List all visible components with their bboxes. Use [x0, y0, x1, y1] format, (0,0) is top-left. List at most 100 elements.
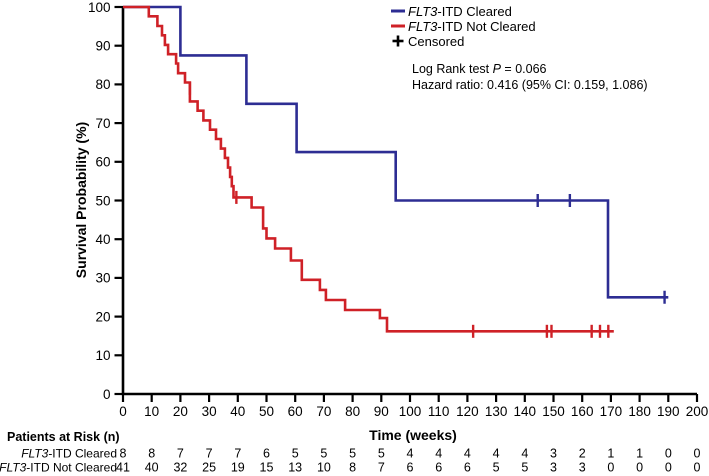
risk-row-label-1-italic: FLT3	[0, 461, 27, 475]
risk-count: 7	[234, 447, 241, 461]
x-tick-label: 100	[399, 404, 422, 419]
x-tick-label: 130	[485, 404, 508, 419]
risk-count: 2	[579, 447, 586, 461]
risk-count: 4	[407, 447, 414, 461]
y-tick-label: 70	[95, 116, 110, 131]
series-curve-0	[123, 5, 669, 299]
x-tick-label: 60	[288, 404, 303, 419]
x-tick-label: 140	[514, 404, 537, 419]
y-tick-label: 30	[95, 271, 110, 286]
legend-label-0-italic: FLT3	[408, 4, 438, 19]
risk-count: 4	[464, 447, 471, 461]
risk-count: 41	[116, 461, 130, 475]
y-tick-label: 20	[95, 309, 110, 324]
risk-count: 5	[292, 447, 299, 461]
risk-count: 3	[579, 461, 586, 475]
stats-annotation-0-italic: P	[493, 62, 502, 76]
x-tick-label: 200	[686, 404, 709, 419]
risk-row-label-1-rest: -ITD Not Cleared	[26, 461, 117, 475]
series-curve-1	[123, 5, 614, 333]
x-tick-label: 50	[259, 404, 274, 419]
x-tick-label: 160	[571, 404, 594, 419]
risk-count: 10	[317, 461, 331, 475]
x-tick-label: 120	[456, 404, 479, 419]
risk-count: 13	[288, 461, 302, 475]
y-tick-label: 80	[95, 77, 110, 92]
y-tick-label: 50	[95, 193, 110, 208]
risk-row-label-0-rest: -ITD Cleared	[48, 447, 117, 461]
risk-count: 5	[521, 461, 528, 475]
risk-row-label-0-italic: FLT3	[21, 447, 48, 461]
y-tick-label: 100	[88, 0, 111, 15]
x-tick-label: 80	[345, 404, 360, 419]
risk-row-label-1: FLT3-ITD Not Cleared	[0, 461, 117, 475]
risk-count: 0	[636, 461, 643, 475]
x-tick-label: 190	[657, 404, 680, 419]
risk-count: 25	[202, 461, 216, 475]
stats-annotation-0-post: = 0.066	[501, 62, 547, 76]
risk-count: 0	[665, 461, 672, 475]
risk-count: 8	[148, 447, 155, 461]
legend-label-censored: Censored	[408, 34, 464, 49]
risk-count: 8	[120, 447, 127, 461]
x-tick-label: 40	[230, 404, 245, 419]
risk-count: 7	[177, 447, 184, 461]
risk-count: 32	[173, 461, 187, 475]
legend-label-0: FLT3-ITD Cleared	[408, 4, 512, 19]
x-axis-title: Time (weeks)	[369, 427, 457, 443]
risk-count: 5	[493, 461, 500, 475]
legend-label-0-rest: -ITD Cleared	[437, 4, 511, 19]
risk-count: 6	[407, 461, 414, 475]
risk-count: 0	[694, 447, 701, 461]
legend-label-1: FLT3-ITD Not Cleared	[408, 19, 536, 34]
legend-label-1-rest: -ITD Not Cleared	[437, 19, 535, 34]
x-tick-label: 20	[173, 404, 188, 419]
y-tick-label: 40	[95, 232, 110, 247]
y-tick-label: 90	[95, 39, 110, 54]
risk-count: 0	[694, 461, 701, 475]
risk-count: 3	[550, 461, 557, 475]
risk-count: 5	[320, 447, 327, 461]
stats-annotation-0: Log Rank test P = 0.066	[412, 62, 547, 76]
risk-count: 7	[206, 447, 213, 461]
x-tick-label: 70	[316, 404, 331, 419]
x-tick-label: 90	[374, 404, 389, 419]
risk-count: 1	[607, 447, 614, 461]
x-tick-label: 180	[628, 404, 651, 419]
risk-count: 3	[550, 447, 557, 461]
risk-count: 5	[349, 447, 356, 461]
y-tick-label: 10	[95, 348, 110, 363]
stats-annotation-0-rest: Log Rank test	[412, 62, 493, 76]
risk-count: 19	[231, 461, 245, 475]
stats-annotation-1-rest: Hazard ratio: 0.416 (95% CI: 0.159, 1.08…	[412, 78, 648, 92]
x-tick-label: 10	[144, 404, 159, 419]
risk-count: 6	[464, 461, 471, 475]
risk-count: 4	[521, 447, 528, 461]
risk-count: 8	[349, 461, 356, 475]
risk-count: 0	[665, 447, 672, 461]
stats-annotation-1: Hazard ratio: 0.416 (95% CI: 0.159, 1.08…	[412, 78, 648, 92]
risk-count: 0	[607, 461, 614, 475]
x-tick-label: 30	[202, 404, 217, 419]
legend-label-1-italic: FLT3	[408, 19, 438, 34]
risk-count: 15	[260, 461, 274, 475]
risk-count: 7	[378, 461, 385, 475]
risk-table-title: Patients at Risk (n)	[7, 430, 120, 444]
risk-count: 6	[435, 461, 442, 475]
y-tick-label: 0	[103, 387, 111, 402]
y-tick-label: 60	[95, 155, 110, 170]
risk-count: 1	[636, 447, 643, 461]
x-tick-label: 110	[428, 404, 450, 419]
x-tick-label: 150	[542, 404, 565, 419]
risk-count: 5	[378, 447, 385, 461]
risk-count: 4	[493, 447, 500, 461]
risk-row-label-0: FLT3-ITD Cleared	[21, 447, 117, 461]
x-tick-label: 170	[600, 404, 623, 419]
x-tick-label: 0	[119, 404, 127, 419]
risk-count: 6	[263, 447, 270, 461]
risk-count: 4	[435, 447, 442, 461]
risk-count: 40	[145, 461, 159, 475]
y-axis-title: Survival Probability (%)	[73, 122, 89, 278]
